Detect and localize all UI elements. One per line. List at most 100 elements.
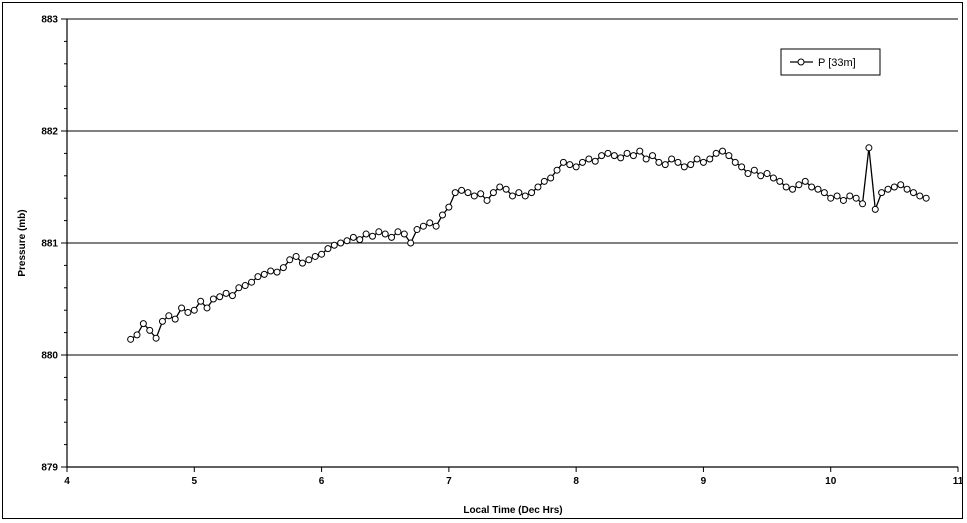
data-point (782, 183, 790, 191)
data-point (890, 183, 898, 191)
data-point (171, 315, 179, 323)
data-point (566, 161, 574, 169)
data-point (528, 189, 536, 197)
data-point (757, 172, 765, 180)
data-point (922, 194, 930, 202)
data-point (241, 282, 249, 290)
data-point (699, 158, 707, 166)
data-point (744, 170, 752, 178)
x-tick-label: 5 (192, 476, 198, 487)
data-point (496, 183, 504, 191)
x-tick-label: 6 (319, 476, 325, 487)
data-point (909, 189, 917, 197)
data-point (400, 230, 408, 238)
data-point (509, 192, 516, 200)
data-point (190, 306, 198, 314)
data-point (559, 158, 567, 166)
data-point (865, 144, 873, 152)
data-point (610, 152, 618, 160)
data-point (394, 228, 402, 236)
data-point (279, 264, 287, 272)
data-point (642, 155, 650, 163)
data-point (540, 177, 548, 185)
data-point (521, 192, 529, 200)
data-point (483, 196, 491, 204)
data-point (349, 233, 357, 241)
data-point (419, 222, 427, 230)
data-point (871, 205, 879, 213)
x-tick-label: 11 (953, 476, 964, 487)
y-tick-label: 881 (41, 239, 58, 250)
data-point (629, 152, 637, 160)
data-point (801, 177, 809, 185)
data-point (445, 203, 453, 211)
data-point (178, 304, 186, 312)
data-point (706, 155, 714, 163)
data-point (222, 289, 230, 297)
data-point (298, 259, 306, 267)
data-point (534, 183, 542, 191)
data-point (852, 194, 860, 202)
data-point (133, 331, 141, 339)
data-point (814, 185, 822, 193)
data-point (375, 228, 383, 236)
data-point (687, 161, 695, 169)
x-tick-label: 8 (573, 476, 579, 487)
y-tick-label: 883 (41, 15, 58, 26)
data-point (636, 147, 644, 155)
data-point (209, 295, 217, 303)
data-point (305, 256, 313, 264)
data-point (356, 236, 364, 244)
data-point (407, 239, 415, 247)
data-point (216, 293, 224, 301)
data-point (591, 157, 599, 165)
data-point (820, 189, 828, 197)
data-point (388, 233, 396, 241)
data-point (897, 181, 905, 189)
data-point (712, 149, 720, 157)
legend-marker-swatch (797, 58, 805, 66)
data-point (769, 174, 777, 182)
data-point (680, 163, 688, 171)
series-line (130, 147, 927, 340)
data-point (553, 166, 561, 174)
axis-layer: 879 880 881 882 883 4 5 6 7 8 9 10 11 (41, 15, 963, 488)
data-point (547, 174, 555, 182)
data-point (903, 185, 911, 193)
data-point (184, 308, 192, 316)
data-point (719, 147, 727, 155)
data-point (878, 189, 886, 197)
data-point (859, 200, 867, 208)
data-point (604, 149, 612, 157)
data-point (324, 245, 332, 253)
data-point (165, 312, 173, 320)
legend: P [33m] (780, 48, 881, 76)
data-point (311, 252, 319, 260)
data-point (368, 232, 376, 240)
data-point (833, 192, 841, 200)
data-point (146, 326, 154, 334)
y-axis-title: Pressure (mb) (17, 209, 28, 276)
x-tick-label: 7 (446, 476, 452, 487)
data-point (158, 317, 166, 325)
data-point (693, 155, 701, 163)
data-point (617, 154, 625, 162)
grid-layer (67, 18, 958, 468)
x-tick-label: 10 (825, 476, 837, 487)
y-tick-label: 879 (41, 463, 58, 474)
data-point (273, 268, 281, 276)
data-point (579, 158, 587, 166)
data-point (916, 192, 924, 200)
data-point (438, 211, 446, 219)
data-point (458, 186, 466, 194)
data-point (489, 189, 497, 197)
data-point (738, 163, 746, 171)
data-point (839, 196, 847, 204)
data-point (432, 222, 440, 230)
data-point (260, 270, 268, 278)
data-point (725, 152, 733, 160)
data-point (827, 194, 835, 202)
data-point (152, 334, 160, 342)
legend-entry-label: P [33m] (818, 57, 856, 69)
